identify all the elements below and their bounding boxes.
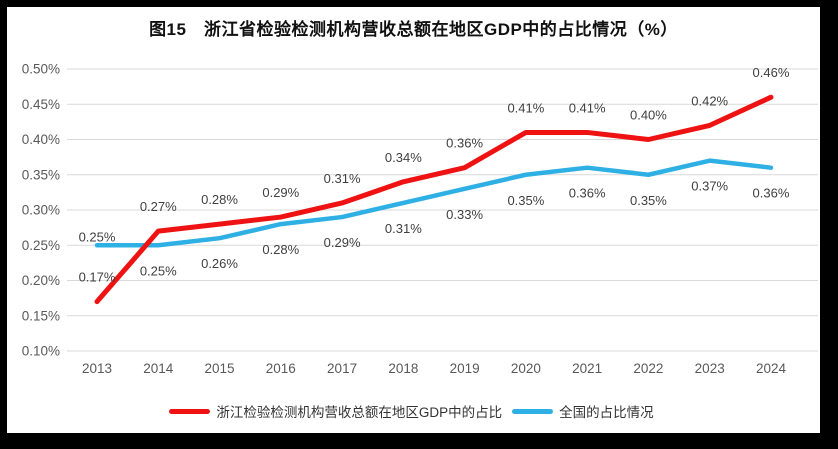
x-axis-label: 2016 [266, 361, 296, 376]
data-label-zhejiang: 0.29% [262, 185, 299, 200]
y-axis-label: 0.50% [22, 62, 60, 77]
series-line-zhejiang [94, 94, 774, 305]
legend-label-national: 全国的占比情况 [559, 405, 654, 420]
y-axis-label: 0.15% [22, 308, 60, 323]
data-label-national: 0.35% [630, 193, 667, 208]
series-line-national [94, 158, 774, 248]
legend-swatch-zhejiang-icon [169, 408, 211, 414]
x-axis-label: 2024 [756, 361, 787, 376]
data-label-zhejiang: 0.41% [569, 100, 606, 115]
x-axis-label: 2021 [572, 361, 602, 376]
legend-label-zhejiang: 浙江检验检测机构营收总额在地区GDP中的占比 [216, 405, 503, 420]
data-label-zhejiang: 0.17% [79, 270, 116, 285]
data-label-national: 0.25% [79, 229, 116, 244]
data-label-national: 0.25% [140, 263, 177, 278]
x-axis-label: 2023 [695, 361, 725, 376]
data-label-zhejiang: 0.28% [201, 192, 238, 207]
x-axis-label: 2019 [450, 361, 480, 376]
chart-title: 图15 浙江省检验检测机构营收总额在地区GDP中的占比情况（%） [149, 20, 678, 39]
y-axis-label: 0.25% [22, 238, 60, 253]
data-label-national: 0.31% [385, 221, 422, 236]
y-axis-label: 0.30% [22, 203, 60, 218]
chart-legend: 浙江检验检测机构营收总额在地区GDP中的占比 全国的占比情况 [7, 401, 820, 421]
data-label-zhejiang: 0.34% [385, 150, 422, 165]
data-label-national: 0.37% [691, 179, 728, 194]
x-axis-label: 2014 [143, 361, 174, 376]
x-axis-label: 2017 [327, 361, 357, 376]
data-label-zhejiang: 0.40% [630, 108, 667, 123]
y-axis-label: 0.40% [22, 132, 60, 147]
data-label-zhejiang: 0.36% [446, 136, 483, 151]
x-axis-label: 2013 [82, 361, 112, 376]
data-label-zhejiang: 0.27% [140, 199, 177, 214]
data-label-national: 0.36% [569, 186, 606, 201]
y-axis-label: 0.10% [22, 344, 60, 359]
data-label-zhejiang: 0.42% [691, 93, 728, 108]
data-label-national: 0.33% [446, 207, 483, 222]
data-label-zhejiang: 0.46% [753, 65, 790, 80]
y-axis-label: 0.20% [22, 273, 60, 288]
chart-canvas: 图15 浙江省检验检测机构营收总额在地区GDP中的占比情况（%） 0.50% 0.… [7, 7, 820, 433]
data-label-national: 0.26% [201, 256, 238, 271]
y-axis-label: 0.45% [22, 97, 60, 112]
data-label-national: 0.29% [324, 235, 361, 250]
legend-swatch-national-icon [512, 408, 554, 414]
y-axis-label: 0.35% [22, 167, 60, 182]
data-label-zhejiang: 0.41% [507, 100, 544, 115]
x-axis-label: 2020 [511, 361, 541, 376]
x-axis-label: 2022 [633, 361, 663, 376]
chart-plot-area: 0.50% 0.45% 0.40% 0.35% 0.30% 0.25% 0.20% 0.15%… [22, 62, 818, 376]
x-axis-label: 2015 [205, 361, 235, 376]
data-label-national: 0.36% [753, 186, 790, 201]
data-label-national: 0.35% [507, 193, 544, 208]
data-label-national: 0.28% [262, 242, 299, 257]
data-label-zhejiang: 0.31% [324, 171, 361, 186]
x-axis-label: 2018 [388, 361, 418, 376]
